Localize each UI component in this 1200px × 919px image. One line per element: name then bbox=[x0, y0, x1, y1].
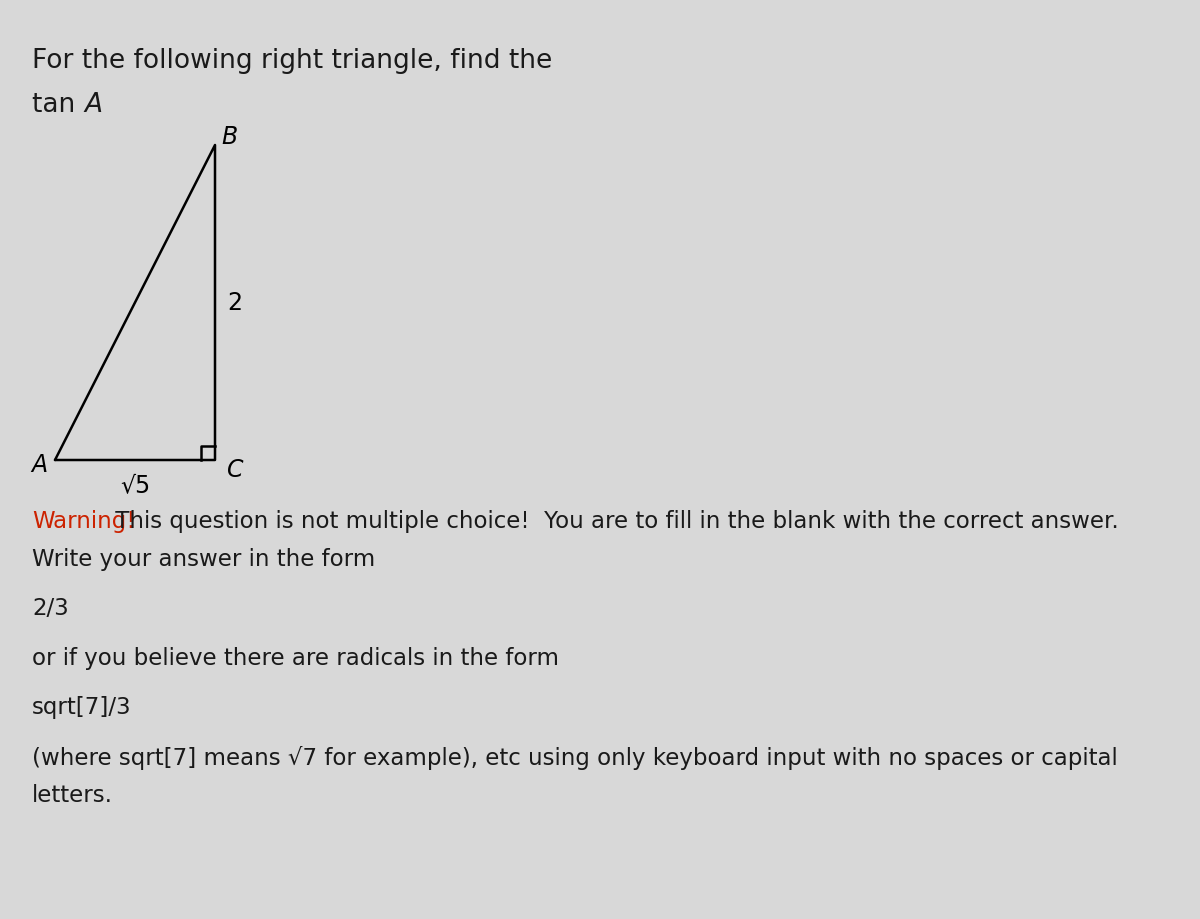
Text: 2/3: 2/3 bbox=[32, 597, 68, 620]
Text: B: B bbox=[221, 125, 238, 149]
Text: This question is not multiple choice!  You are to fill in the blank with the cor: This question is not multiple choice! Yo… bbox=[108, 510, 1118, 533]
Text: 2: 2 bbox=[228, 290, 242, 314]
Text: A: A bbox=[31, 453, 47, 477]
Text: Write your answer in the form: Write your answer in the form bbox=[32, 548, 376, 571]
Text: sqrt[7]/3: sqrt[7]/3 bbox=[32, 697, 132, 720]
Text: A: A bbox=[84, 92, 102, 118]
Text: Warning!: Warning! bbox=[32, 510, 136, 533]
Text: √5: √5 bbox=[120, 473, 150, 497]
Text: For the following right triangle, find the: For the following right triangle, find t… bbox=[32, 48, 552, 74]
Text: letters.: letters. bbox=[32, 784, 113, 807]
Text: tan: tan bbox=[32, 92, 84, 118]
Text: C: C bbox=[227, 458, 244, 482]
Text: (where sqrt[7] means √7 for example), etc using only keyboard input with no spac: (where sqrt[7] means √7 for example), et… bbox=[32, 745, 1117, 769]
Text: or if you believe there are radicals in the form: or if you believe there are radicals in … bbox=[32, 647, 559, 670]
